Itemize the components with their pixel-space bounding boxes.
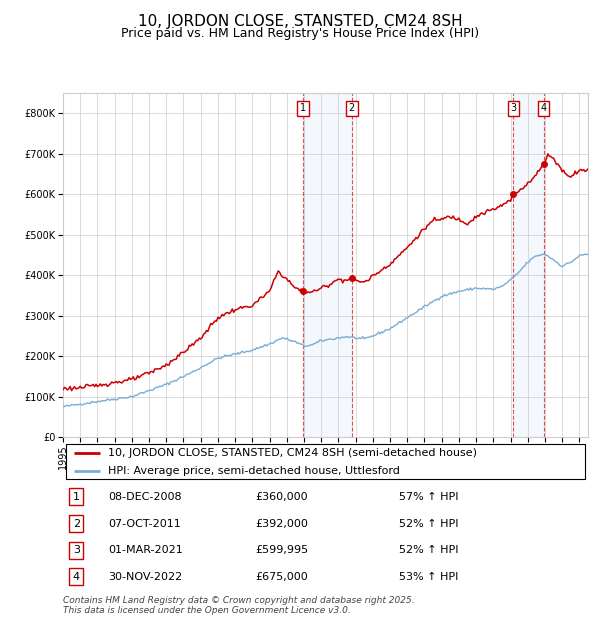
Text: 2: 2 bbox=[349, 104, 355, 113]
Text: 2: 2 bbox=[73, 518, 80, 529]
Text: 01-MAR-2021: 01-MAR-2021 bbox=[108, 545, 183, 556]
Text: Price paid vs. HM Land Registry's House Price Index (HPI): Price paid vs. HM Land Registry's House … bbox=[121, 27, 479, 40]
Text: 10, JORDON CLOSE, STANSTED, CM24 8SH: 10, JORDON CLOSE, STANSTED, CM24 8SH bbox=[137, 14, 463, 29]
Text: 52% ↑ HPI: 52% ↑ HPI bbox=[399, 518, 458, 529]
Bar bbox=[514, 93, 544, 437]
Text: 1: 1 bbox=[300, 104, 306, 113]
Text: 52% ↑ HPI: 52% ↑ HPI bbox=[399, 545, 458, 556]
Text: Contains HM Land Registry data © Crown copyright and database right 2025.
This d: Contains HM Land Registry data © Crown c… bbox=[63, 596, 415, 615]
Text: 08-DEC-2008: 08-DEC-2008 bbox=[108, 492, 182, 502]
Text: 4: 4 bbox=[73, 572, 80, 582]
FancyBboxPatch shape bbox=[65, 444, 586, 479]
Text: 57% ↑ HPI: 57% ↑ HPI bbox=[399, 492, 458, 502]
Text: 3: 3 bbox=[511, 104, 517, 113]
Text: HPI: Average price, semi-detached house, Uttlesford: HPI: Average price, semi-detached house,… bbox=[107, 466, 400, 476]
Text: 30-NOV-2022: 30-NOV-2022 bbox=[108, 572, 182, 582]
Text: 4: 4 bbox=[541, 104, 547, 113]
Text: £360,000: £360,000 bbox=[255, 492, 308, 502]
Text: £392,000: £392,000 bbox=[255, 518, 308, 529]
Text: 10, JORDON CLOSE, STANSTED, CM24 8SH (semi-detached house): 10, JORDON CLOSE, STANSTED, CM24 8SH (se… bbox=[107, 448, 476, 458]
Text: 53% ↑ HPI: 53% ↑ HPI bbox=[399, 572, 458, 582]
Text: 07-OCT-2011: 07-OCT-2011 bbox=[108, 518, 181, 529]
Text: £599,995: £599,995 bbox=[255, 545, 308, 556]
Text: 3: 3 bbox=[73, 545, 80, 556]
Bar bbox=[303, 93, 352, 437]
Text: 1: 1 bbox=[73, 492, 80, 502]
Text: £675,000: £675,000 bbox=[255, 572, 308, 582]
